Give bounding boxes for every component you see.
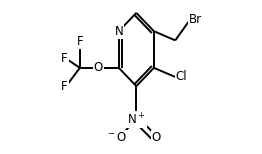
Text: O: O xyxy=(94,61,103,74)
Text: F: F xyxy=(61,52,68,65)
Text: N: N xyxy=(114,25,123,38)
Text: $^-$O: $^-$O xyxy=(106,131,127,144)
Text: Br: Br xyxy=(189,12,202,26)
Text: N$^+$: N$^+$ xyxy=(127,112,146,127)
Text: O: O xyxy=(151,131,161,144)
Text: Cl: Cl xyxy=(176,71,187,83)
Text: F: F xyxy=(61,80,68,93)
Text: F: F xyxy=(77,35,83,48)
